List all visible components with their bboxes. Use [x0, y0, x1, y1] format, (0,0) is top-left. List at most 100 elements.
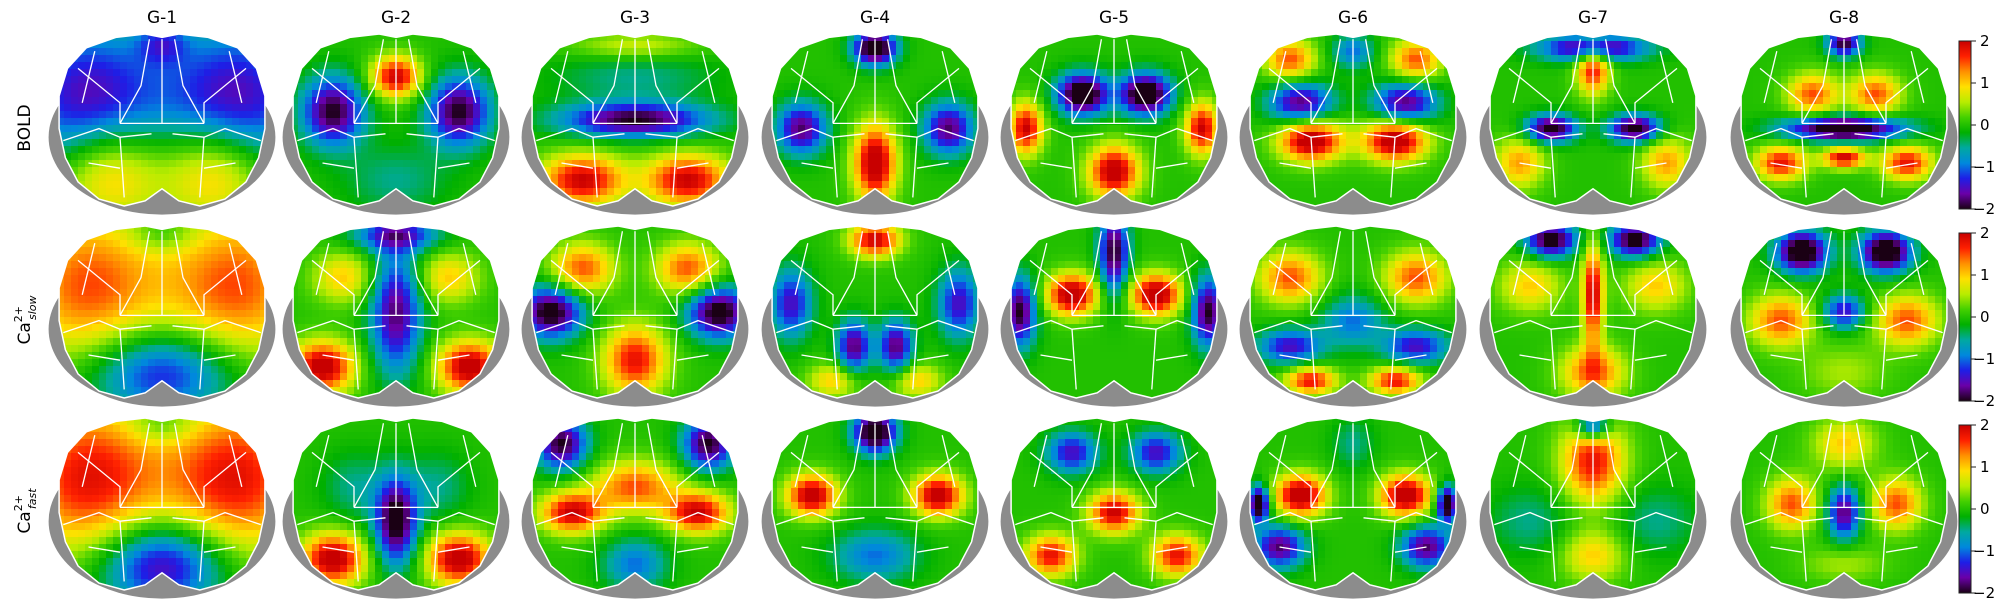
- map-cell: [1311, 174, 1319, 182]
- map-cell: [1079, 188, 1087, 196]
- map-cell: [1269, 111, 1277, 119]
- map-cell: [1516, 34, 1524, 42]
- map-cell: [1297, 83, 1305, 91]
- map-cell: [628, 34, 636, 42]
- map-cell: [120, 55, 128, 63]
- map-cell: [1250, 118, 1256, 126]
- map-cell: [1635, 55, 1643, 63]
- map-cell: [340, 174, 348, 182]
- map-cell: [784, 195, 792, 203]
- map-cell: [1205, 76, 1213, 84]
- map-cell: [389, 83, 397, 91]
- map-cell: [642, 125, 650, 133]
- area-boundary-line: [554, 51, 569, 103]
- map-cell: [579, 139, 587, 147]
- map-cell: [1205, 48, 1213, 56]
- map-cell: [952, 62, 960, 70]
- map-cell: [621, 153, 629, 161]
- map-cell: [1163, 174, 1171, 182]
- map-cell: [903, 167, 911, 175]
- map-cell: [239, 146, 247, 154]
- map-cell: [162, 104, 170, 112]
- map-cell: [1114, 41, 1122, 49]
- map-cell: [225, 132, 233, 140]
- map-cell: [197, 195, 205, 203]
- map-cell: [155, 160, 163, 168]
- map-cell: [712, 174, 720, 182]
- area-boundary-line: [1419, 51, 1434, 103]
- map-cell: [712, 125, 720, 133]
- map-cell: [141, 167, 149, 175]
- map-cell: [225, 34, 233, 42]
- map-cell: [1086, 55, 1094, 63]
- map-cell: [1283, 76, 1291, 84]
- map-cell: [1416, 167, 1424, 175]
- map-cell: [92, 174, 100, 182]
- map-cell: [1191, 153, 1199, 161]
- map-cell: [614, 90, 622, 98]
- map-cell: [354, 83, 362, 91]
- map-cell: [819, 48, 827, 56]
- map-cell: [1030, 41, 1038, 49]
- map-cell: [1551, 76, 1559, 84]
- map-cell: [480, 167, 488, 175]
- map-cell: [677, 125, 685, 133]
- map-cell: [1509, 97, 1517, 105]
- map-cell: [382, 76, 390, 84]
- area-boundary-line: [646, 39, 678, 124]
- map-cell: [417, 153, 425, 161]
- map-cell: [1304, 104, 1312, 112]
- map-cell: [141, 160, 149, 168]
- map-cell: [473, 69, 481, 77]
- map-cell: [628, 118, 636, 126]
- map-cell: [791, 83, 799, 91]
- map-cell: [260, 34, 265, 42]
- map-cell: [1388, 97, 1396, 105]
- map-cell: [1283, 132, 1291, 140]
- map-cell: [155, 62, 163, 70]
- map-cell: [579, 48, 587, 56]
- map-cell: [544, 125, 552, 133]
- map-cell: [966, 90, 974, 98]
- map-cell: [938, 90, 946, 98]
- map-cell: [59, 97, 65, 105]
- map-cell: [113, 76, 121, 84]
- map-cell: [1156, 188, 1164, 196]
- map-cell: [924, 83, 932, 91]
- map-cell: [204, 118, 212, 126]
- map-cell: [1444, 104, 1452, 112]
- map-cell: [1114, 160, 1122, 168]
- map-cell: [396, 76, 404, 84]
- map-cell: [438, 153, 446, 161]
- map-cell: [677, 153, 685, 161]
- map-cell: [305, 97, 313, 105]
- map-cell: [1086, 97, 1094, 105]
- map-cell: [1142, 69, 1150, 77]
- map-cell: [663, 90, 671, 98]
- area-boundary-line: [407, 39, 439, 124]
- map-cell: [389, 55, 397, 63]
- map-cell: [347, 125, 355, 133]
- map-cell: [551, 160, 559, 168]
- map-cell: [1311, 90, 1319, 98]
- map-cell: [1058, 118, 1066, 126]
- map-cell: [854, 48, 862, 56]
- map-cell: [712, 69, 720, 77]
- map-cell: [1444, 153, 1452, 161]
- map-cell: [656, 69, 664, 77]
- map-cell: [71, 153, 79, 161]
- map-cell: [487, 146, 495, 154]
- area-boundary-line: [1124, 127, 1213, 142]
- map-cell: [607, 48, 615, 56]
- map-cell: [1135, 167, 1143, 175]
- map-cell: [1283, 48, 1291, 56]
- map-cell: [1516, 111, 1524, 119]
- map-cell: [120, 62, 128, 70]
- map-cell: [1649, 97, 1657, 105]
- map-cell: [1621, 55, 1629, 63]
- map-cell: [1163, 167, 1171, 175]
- map-cell: [260, 104, 265, 112]
- map-cell: [966, 55, 974, 63]
- map-cell: [127, 62, 135, 70]
- map-cell: [847, 139, 855, 147]
